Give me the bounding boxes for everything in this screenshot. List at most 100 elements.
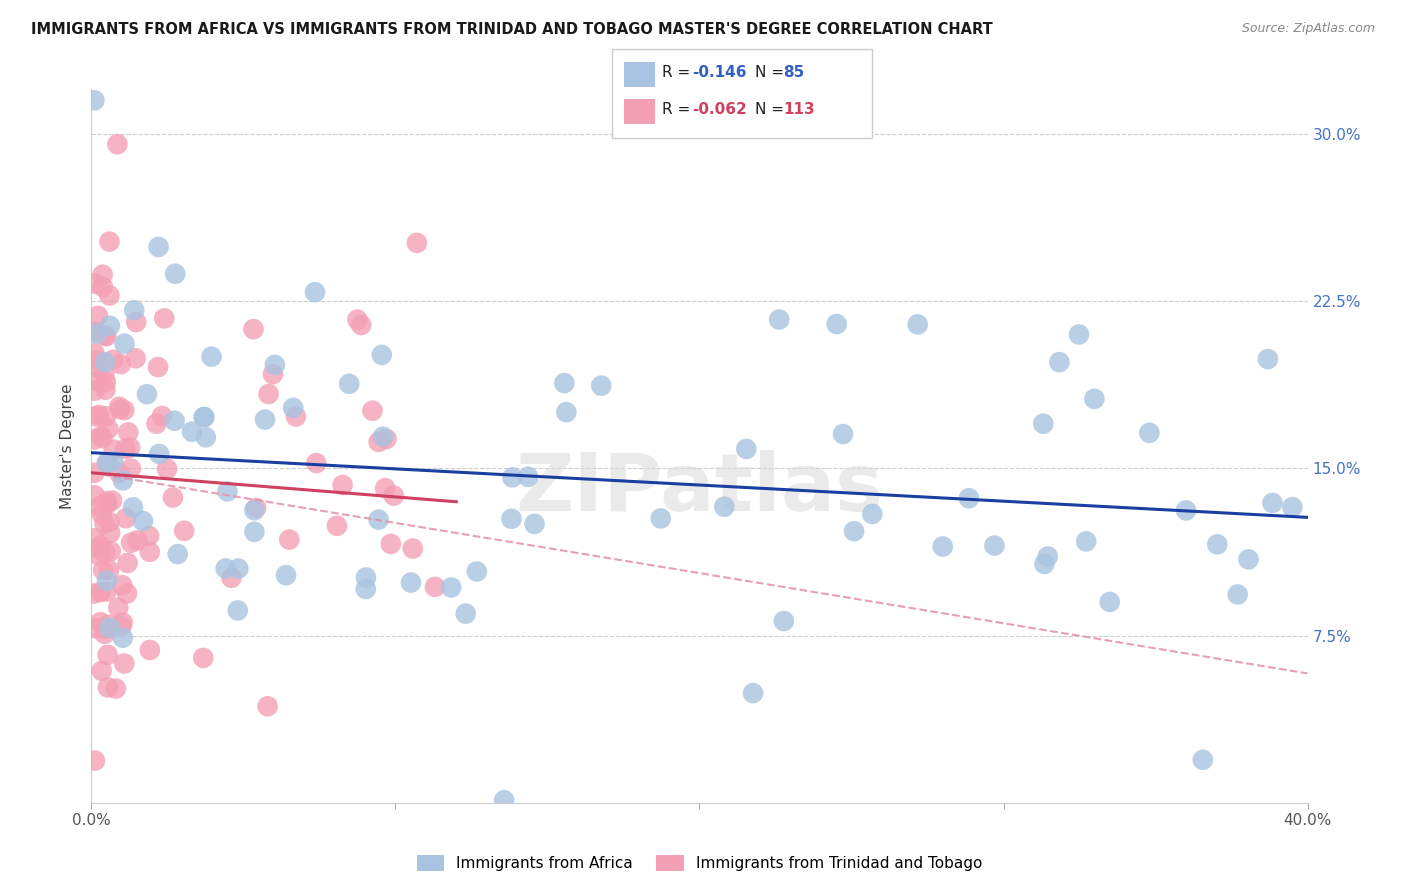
Point [84, 409, 107, 424]
Point [932, 540, 955, 554]
Point [165, 267, 187, 281]
Point [523, 516, 546, 531]
Point [87, 408, 110, 422]
Point [221, 571, 243, 585]
Point [94, 383, 117, 397]
Point [96, 456, 118, 470]
Point [262, 367, 284, 381]
Point [257, 387, 280, 401]
Point [114, 336, 136, 351]
Point [371, 430, 394, 444]
Point [94, 545, 117, 559]
Point [1032, 417, 1054, 431]
Text: -0.146: -0.146 [692, 65, 747, 79]
Point [110, 402, 132, 417]
Point [125, 315, 148, 329]
Point [89, 542, 111, 557]
Point [97, 422, 120, 436]
Point [278, 533, 301, 547]
Point [103, 442, 125, 457]
Point [256, 699, 278, 714]
Point [1261, 496, 1284, 510]
Point [860, 507, 883, 521]
Point [83, 93, 105, 107]
Point [354, 570, 377, 584]
Point [117, 425, 139, 440]
Point [156, 462, 179, 476]
Point [304, 285, 326, 300]
Point [96, 494, 118, 508]
Point [111, 615, 134, 630]
Point [263, 358, 285, 372]
Point [91, 507, 114, 521]
Point [120, 441, 142, 455]
Text: R =: R = [662, 103, 696, 117]
Point [83, 532, 105, 546]
Point [768, 312, 790, 326]
Point [200, 350, 222, 364]
Point [166, 547, 188, 561]
Point [107, 600, 129, 615]
Point [111, 578, 134, 592]
Point [423, 580, 446, 594]
Point [193, 651, 215, 665]
Point [1047, 355, 1070, 369]
Point [103, 352, 125, 367]
Point [96, 574, 118, 588]
Point [245, 500, 267, 515]
Point [465, 565, 488, 579]
Point [89, 615, 111, 629]
Point [93, 368, 115, 382]
Text: N =: N = [755, 103, 789, 117]
Point [86, 353, 108, 368]
Point [94, 409, 117, 424]
Point [86, 326, 108, 341]
Text: IMMIGRANTS FROM AFRICA VS IMMIGRANTS FROM TRINIDAD AND TOBAGO MASTER'S DEGREE CO: IMMIGRANTS FROM AFRICA VS IMMIGRANTS FRO… [31, 22, 993, 37]
Point [91, 563, 114, 577]
Point [326, 518, 349, 533]
Point [84, 754, 107, 768]
Point [274, 568, 297, 582]
Point [91, 431, 114, 445]
Point [153, 311, 176, 326]
Point [120, 535, 142, 549]
Point [825, 317, 848, 331]
Point [84, 622, 107, 636]
Point [122, 500, 145, 515]
Point [193, 410, 215, 425]
Point [832, 427, 855, 442]
Point [97, 617, 120, 632]
Point [181, 425, 204, 439]
Point [361, 403, 384, 417]
Point [1083, 392, 1105, 406]
Point [89, 500, 111, 514]
Point [98, 563, 121, 577]
Point [254, 412, 277, 426]
Point [98, 621, 121, 635]
Point [89, 539, 111, 553]
Point [83, 488, 105, 502]
Point [96, 497, 118, 511]
Point [94, 355, 117, 369]
Point [104, 681, 127, 696]
Point [501, 470, 523, 484]
Point [150, 409, 173, 423]
Point [1036, 549, 1059, 564]
Point [110, 619, 132, 633]
Point [138, 545, 160, 559]
Point [148, 447, 170, 461]
Point [115, 511, 138, 525]
Point [1033, 557, 1056, 571]
Point [173, 524, 195, 538]
Text: 113: 113 [783, 103, 814, 117]
Point [346, 312, 368, 326]
Point [842, 524, 865, 538]
Point [96, 329, 118, 343]
Point [83, 384, 105, 398]
Point [907, 318, 929, 332]
Point [108, 466, 131, 480]
Point [98, 525, 121, 540]
Point [132, 514, 155, 528]
Text: 85: 85 [783, 65, 804, 79]
Point [193, 410, 215, 425]
